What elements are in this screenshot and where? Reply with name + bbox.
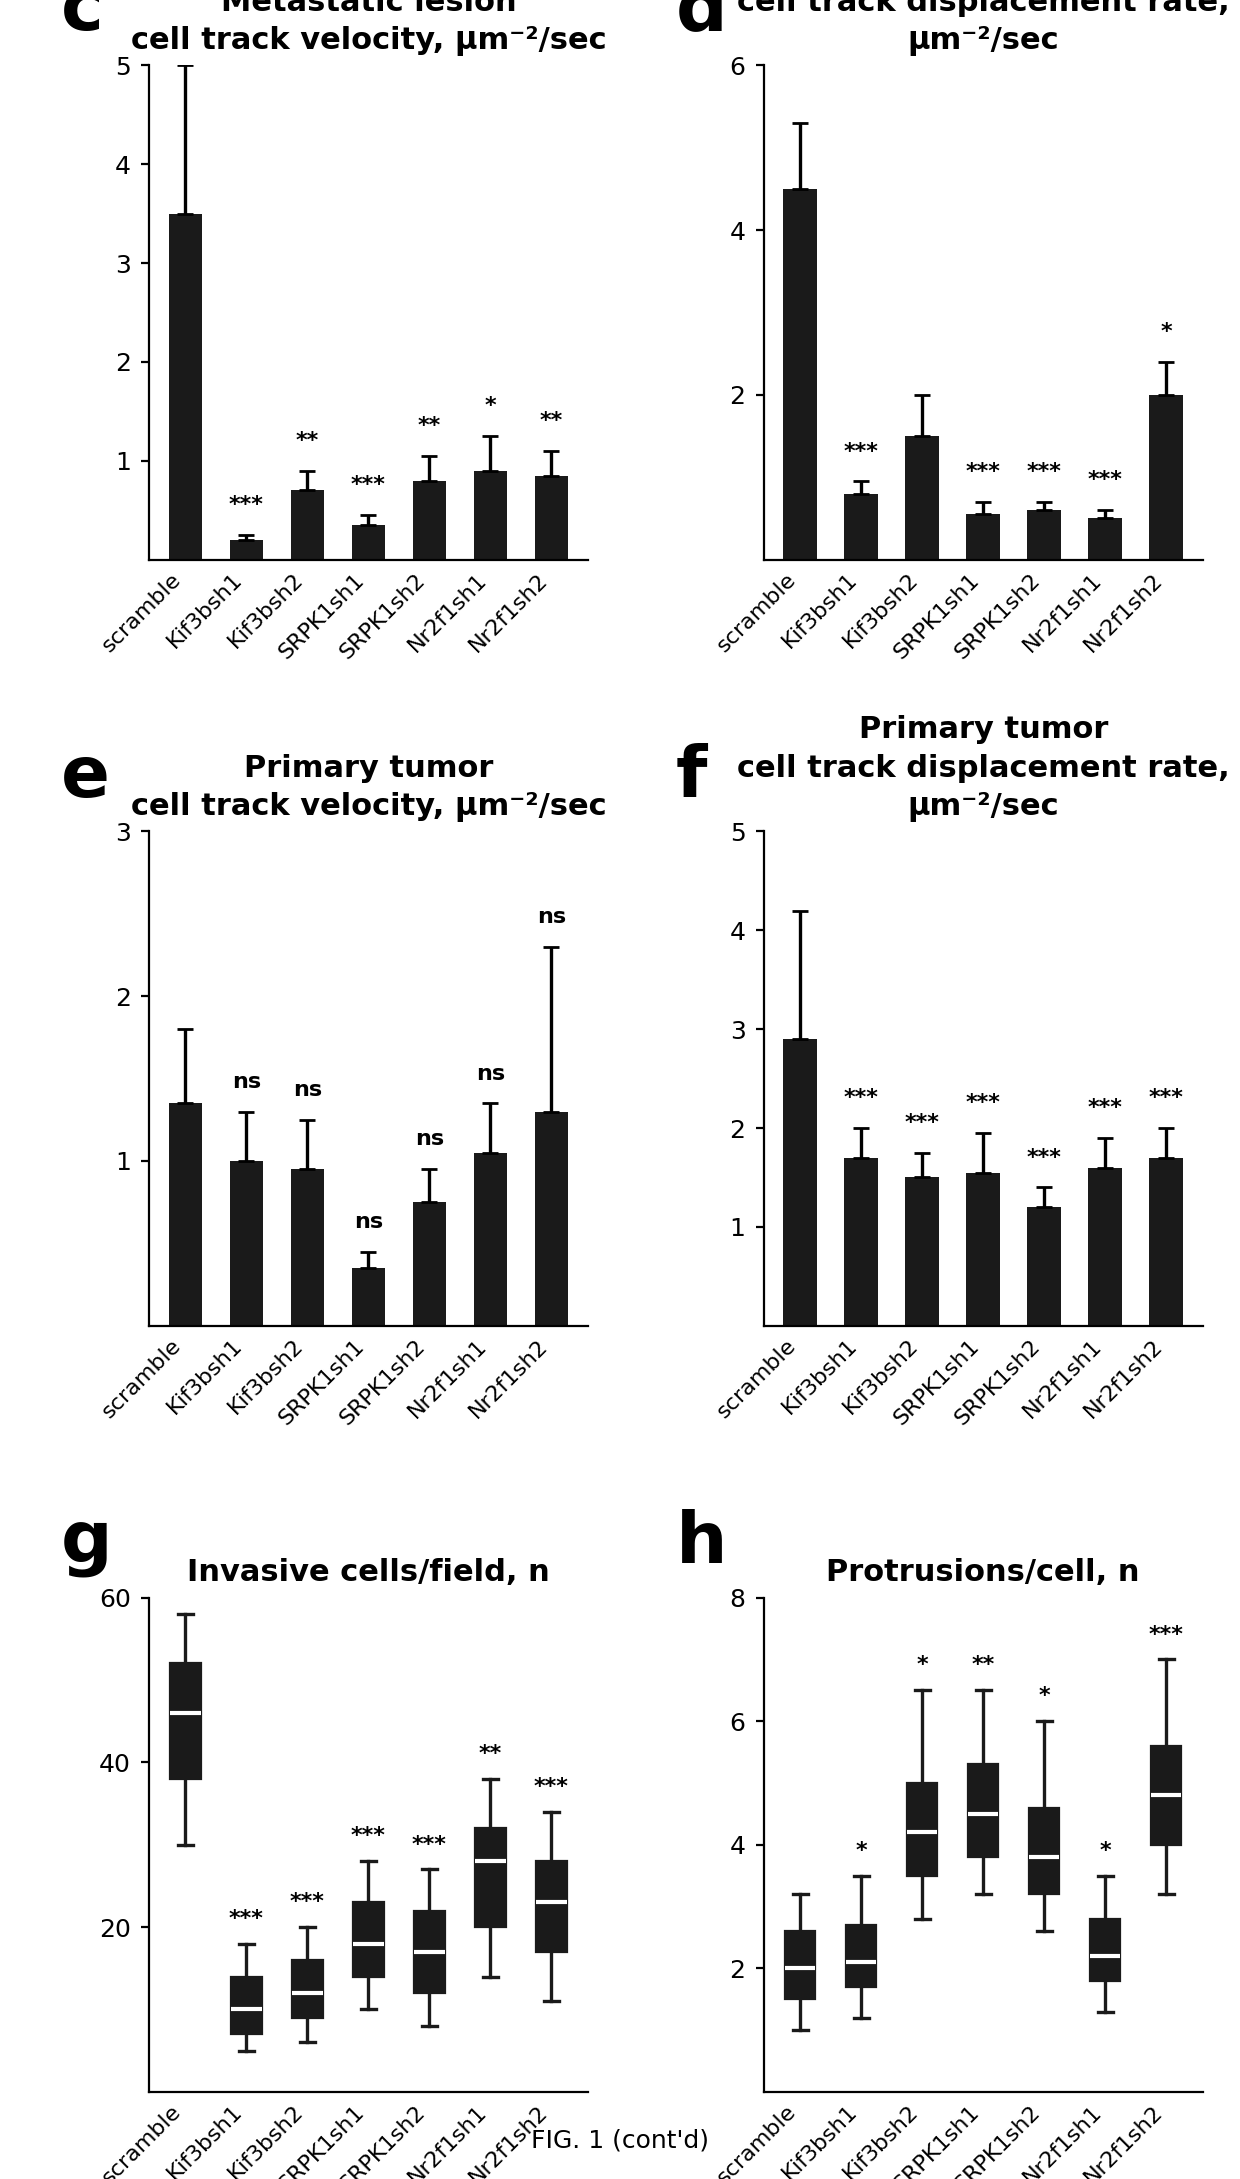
Bar	[1149, 1157, 1183, 1325]
Text: ns: ns	[415, 1129, 444, 1151]
Bar	[784, 1039, 817, 1325]
Bar	[844, 495, 878, 560]
Bar	[229, 1161, 263, 1325]
Text: c: c	[61, 0, 104, 46]
Text: **: **	[418, 416, 441, 436]
PathPatch shape	[475, 1828, 506, 1926]
PathPatch shape	[414, 1911, 445, 1994]
Text: ***: ***	[1148, 1087, 1184, 1109]
Bar	[229, 540, 263, 560]
PathPatch shape	[906, 1782, 937, 1876]
Bar	[905, 436, 939, 560]
PathPatch shape	[1151, 1745, 1182, 1846]
Text: ***: ***	[1087, 471, 1122, 490]
Text: ***: ***	[412, 1835, 446, 1854]
Text: ns: ns	[537, 906, 565, 926]
Text: ns: ns	[293, 1081, 322, 1100]
PathPatch shape	[353, 1902, 383, 1976]
Text: ***: ***	[1148, 1626, 1184, 1645]
PathPatch shape	[1090, 1920, 1121, 1981]
Bar	[1028, 1207, 1061, 1325]
PathPatch shape	[846, 1924, 877, 1987]
Text: ***: ***	[534, 1776, 569, 1798]
Bar	[1028, 510, 1061, 560]
Bar	[413, 482, 446, 560]
PathPatch shape	[536, 1861, 567, 1952]
Title: Invasive cells/field, n: Invasive cells/field, n	[187, 1558, 549, 1586]
Bar	[534, 1111, 568, 1325]
Text: ***: ***	[905, 1113, 940, 1133]
Text: FIG. 1 (cont'd): FIG. 1 (cont'd)	[531, 2129, 709, 2153]
Text: f: f	[676, 743, 707, 811]
Bar	[784, 190, 817, 560]
Text: *: *	[1161, 322, 1172, 342]
Text: g: g	[61, 1508, 113, 1578]
Text: ***: ***	[843, 1087, 879, 1109]
Text: *: *	[1038, 1687, 1050, 1706]
Text: ***: ***	[1087, 1098, 1122, 1118]
Bar	[352, 525, 386, 560]
Text: *: *	[485, 397, 496, 416]
Text: **: **	[972, 1656, 994, 1676]
Bar	[844, 1157, 878, 1325]
Text: ***: ***	[966, 462, 1001, 482]
Text: *: *	[916, 1656, 928, 1676]
PathPatch shape	[170, 1663, 201, 1778]
Bar	[290, 490, 324, 560]
Text: *: *	[1100, 1841, 1111, 1861]
Bar	[290, 1170, 324, 1325]
Text: d: d	[676, 0, 728, 46]
Text: h: h	[676, 1508, 728, 1578]
Text: ***: ***	[351, 475, 386, 495]
Text: **: **	[539, 412, 563, 431]
Bar	[534, 475, 568, 560]
PathPatch shape	[293, 1961, 322, 2018]
PathPatch shape	[968, 1765, 998, 1857]
Bar	[474, 471, 507, 560]
Text: **: **	[479, 1743, 502, 1765]
Text: **: **	[296, 431, 319, 451]
PathPatch shape	[231, 1976, 262, 2035]
Bar	[966, 1172, 999, 1325]
Title: Metastatic lesion
cell track displacement rate,
μm⁻²/sec: Metastatic lesion cell track displacemen…	[737, 0, 1230, 57]
PathPatch shape	[785, 1931, 816, 1998]
Title: Primary tumor
cell track velocity, μm⁻²/sec: Primary tumor cell track velocity, μm⁻²/…	[130, 754, 606, 821]
Bar	[905, 1177, 939, 1325]
Text: ***: ***	[229, 1909, 264, 1928]
PathPatch shape	[1029, 1809, 1059, 1894]
Bar	[474, 1153, 507, 1325]
Bar	[352, 1268, 386, 1325]
Text: ns: ns	[232, 1072, 260, 1092]
Bar	[966, 514, 999, 560]
Text: e: e	[61, 743, 110, 811]
Title: Metastatic lesion
cell track velocity, μm⁻²/sec: Metastatic lesion cell track velocity, μ…	[130, 0, 606, 57]
Title: Protrusions/cell, n: Protrusions/cell, n	[827, 1558, 1140, 1586]
Bar	[1089, 519, 1122, 560]
Text: ***: ***	[843, 442, 879, 462]
Text: ***: ***	[229, 495, 264, 514]
Text: ***: ***	[290, 1891, 325, 1913]
Text: *: *	[856, 1841, 867, 1861]
Text: ns: ns	[353, 1212, 383, 1231]
Text: ns: ns	[476, 1063, 505, 1083]
Bar	[1149, 394, 1183, 560]
Bar	[169, 1103, 202, 1325]
Text: ***: ***	[351, 1826, 386, 1846]
Text: ***: ***	[1027, 462, 1061, 482]
Text: ***: ***	[966, 1094, 1001, 1113]
Bar	[413, 1203, 446, 1325]
Bar	[169, 214, 202, 560]
Title: Primary tumor
cell track displacement rate,
μm⁻²/sec: Primary tumor cell track displacement ra…	[737, 715, 1230, 821]
Text: ***: ***	[1027, 1148, 1061, 1168]
Bar	[1089, 1168, 1122, 1325]
